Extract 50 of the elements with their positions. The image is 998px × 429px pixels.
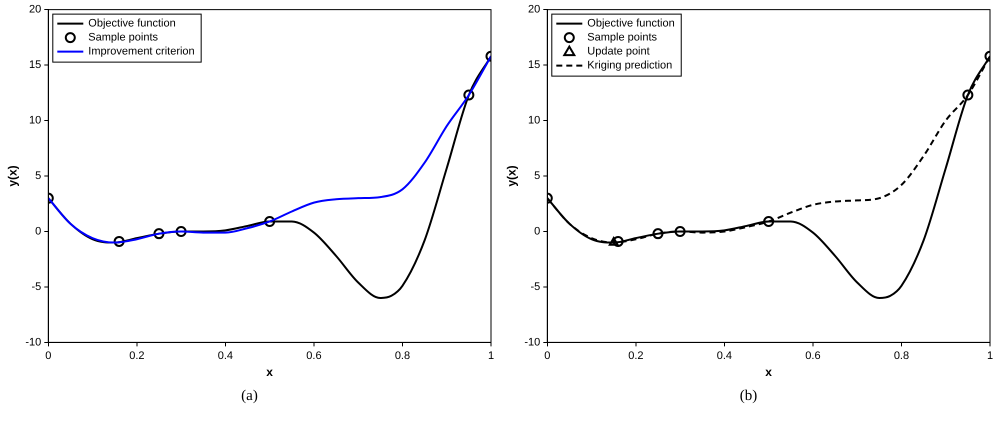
x-tick-label: 0.6	[805, 350, 821, 362]
legend-label: Sample points	[88, 32, 159, 44]
y-tick-label: 15	[528, 59, 540, 72]
x-tick-label: 0.6	[306, 350, 322, 362]
point	[608, 237, 619, 246]
x-tick-label: 0.8	[894, 350, 910, 362]
x-tick-label: 0.2	[628, 350, 644, 362]
y-tick-label: 5	[35, 170, 42, 182]
point	[763, 216, 774, 227]
legend-label: Objective function	[88, 18, 176, 30]
y-tick-label: -10	[25, 336, 42, 348]
x-axis-title: x	[266, 365, 274, 380]
y-tick-label: -5	[32, 280, 42, 293]
x-tick-label: 0	[544, 350, 550, 362]
text: (a)	[240, 388, 259, 405]
x-tick-label: 1	[986, 350, 994, 362]
text: (b)	[738, 388, 758, 405]
x-tick-label: 0	[45, 350, 52, 362]
legend-label: Sample points	[587, 32, 658, 44]
y-axis-title: y(x)	[6, 165, 20, 187]
y-axis-title: y(x)	[504, 165, 519, 187]
y-tick-label: 20	[528, 4, 540, 16]
legend-label: Kriging prediction	[587, 60, 672, 72]
point	[612, 236, 624, 247]
y-tick-label: -10	[524, 336, 540, 348]
y-tick-label: 15	[29, 59, 42, 72]
x-tick-label: 0.8	[394, 350, 410, 362]
y-tick-label: -5	[530, 280, 540, 293]
y-tick-label: 0	[534, 226, 540, 238]
y-tick-label: 20	[29, 4, 42, 16]
y-tick-label: 10	[29, 114, 42, 127]
x-tick-label: 1	[488, 350, 494, 362]
x-tick-label: 0.2	[129, 350, 144, 362]
legend-label: Update point	[587, 46, 650, 58]
point	[962, 90, 974, 101]
y-tick-label: 0	[35, 226, 42, 238]
legend-label: Improvement criterion	[88, 46, 195, 58]
x-axis-title: x	[765, 365, 772, 380]
point	[463, 90, 474, 101]
point	[176, 226, 187, 237]
point	[652, 228, 664, 240]
y-tick-label: 5	[534, 170, 540, 182]
legend-label: Objective function	[587, 18, 675, 30]
point	[153, 228, 164, 240]
x-tick-label: 0.4	[716, 350, 732, 362]
point	[674, 226, 686, 237]
point	[114, 236, 125, 247]
point	[264, 216, 276, 227]
x-tick-label: 0.4	[218, 350, 234, 362]
y-tick-label: 10	[528, 114, 540, 127]
